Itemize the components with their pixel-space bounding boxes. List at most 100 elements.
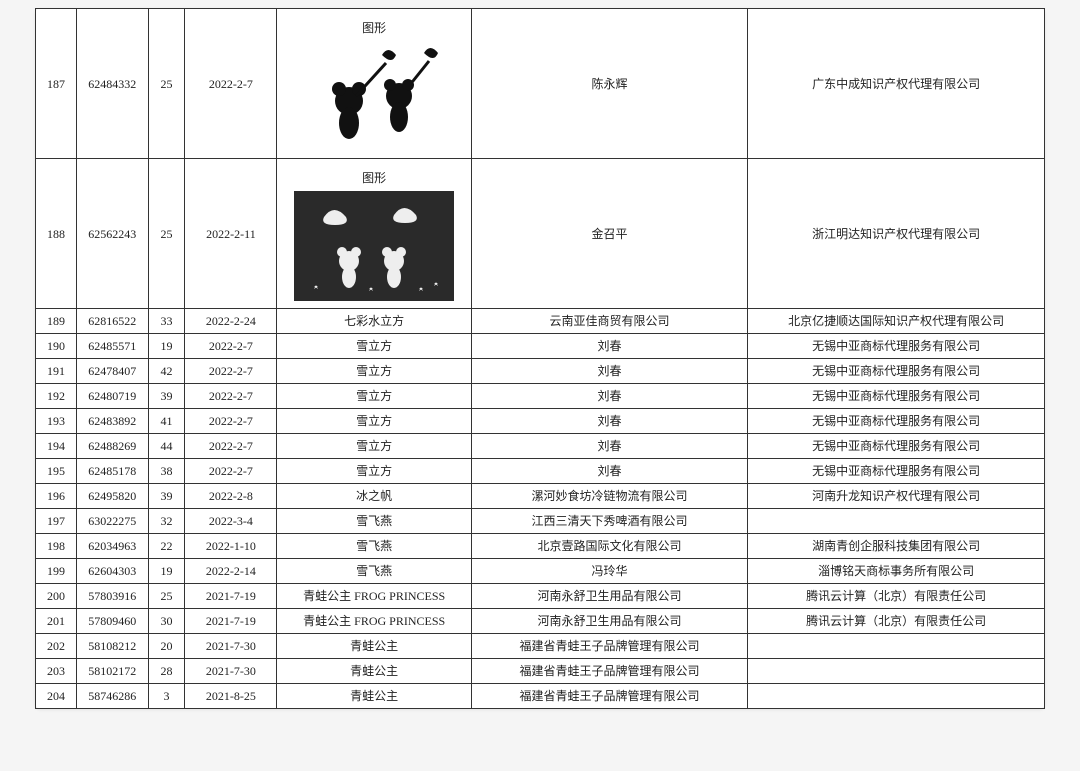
cell-applicant: 河南永舒卫生用品有限公司 — [471, 584, 747, 609]
cell-number: 62485571 — [76, 334, 148, 359]
cell-class: 39 — [148, 384, 185, 409]
cell-index: 194 — [36, 434, 77, 459]
cell-agent: 无锡中亚商标代理服务有限公司 — [748, 359, 1045, 384]
cell-applicant: 刘春 — [471, 409, 747, 434]
table-row: 18962816522332022-2-24七彩水立方云南亚佳商贸有限公司北京亿… — [36, 309, 1045, 334]
cell-agent: 无锡中亚商标代理服务有限公司 — [748, 409, 1045, 434]
cell-agent: 浙江明达知识产权代理有限公司 — [748, 159, 1045, 309]
cell-date: 2022-2-24 — [185, 309, 277, 334]
cell-class: 39 — [148, 484, 185, 509]
cell-number: 62478407 — [76, 359, 148, 384]
cell-index: 188 — [36, 159, 77, 309]
cell-date: 2021-7-19 — [185, 609, 277, 634]
cell-applicant: 金召平 — [471, 159, 747, 309]
cell-class: 41 — [148, 409, 185, 434]
cell-mark: 青蛙公主 — [277, 684, 471, 709]
table-row: 20157809460302021-7-19青蛙公主 FROG PRINCESS… — [36, 609, 1045, 634]
cell-number: 62488269 — [76, 434, 148, 459]
cell-agent — [748, 659, 1045, 684]
cell-agent: 无锡中亚商标代理服务有限公司 — [748, 434, 1045, 459]
table-row: 19662495820392022-2-8冰之帆漯河妙食坊冷链物流有限公司河南升… — [36, 484, 1045, 509]
cell-date: 2022-2-7 — [185, 384, 277, 409]
cell-applicant: 福建省青蛙王子品牌管理有限公司 — [471, 634, 747, 659]
cell-mark: 雪立方 — [277, 434, 471, 459]
cell-number: 62480719 — [76, 384, 148, 409]
table-body: 18762484332252022-2-7图形陈永辉广东中成知识产权代理有限公司… — [36, 9, 1045, 709]
cell-agent: 河南升龙知识产权代理有限公司 — [748, 484, 1045, 509]
cell-applicant: 江西三清天下秀啤酒有限公司 — [471, 509, 747, 534]
mark-image — [294, 191, 454, 301]
cell-date: 2021-8-25 — [185, 684, 277, 709]
cell-number: 62816522 — [76, 309, 148, 334]
cell-agent: 北京亿捷顺达国际知识产权代理有限公司 — [748, 309, 1045, 334]
cell-date: 2022-2-8 — [185, 484, 277, 509]
mark-image-label: 图形 — [281, 169, 466, 187]
table-row: 19763022275322022-3-4雪飞燕江西三清天下秀啤酒有限公司 — [36, 509, 1045, 534]
cell-class: 25 — [148, 9, 185, 159]
cell-mark: 青蛙公主 FROG PRINCESS — [277, 609, 471, 634]
cell-class: 19 — [148, 559, 185, 584]
cell-applicant: 刘春 — [471, 334, 747, 359]
cell-number: 62484332 — [76, 9, 148, 159]
cell-mark: 图形 — [277, 9, 471, 159]
cell-index: 201 — [36, 609, 77, 634]
cell-number: 62483892 — [76, 409, 148, 434]
cell-applicant: 漯河妙食坊冷链物流有限公司 — [471, 484, 747, 509]
cell-date: 2022-2-7 — [185, 434, 277, 459]
cell-date: 2022-2-14 — [185, 559, 277, 584]
cell-class: 32 — [148, 509, 185, 534]
cell-mark: 雪立方 — [277, 384, 471, 409]
cell-class: 28 — [148, 659, 185, 684]
cell-number: 57809460 — [76, 609, 148, 634]
cell-number: 57803916 — [76, 584, 148, 609]
cell-agent: 腾讯云计算（北京）有限责任公司 — [748, 609, 1045, 634]
cell-agent — [748, 509, 1045, 534]
table-row: 19162478407422022-2-7雪立方刘春无锡中亚商标代理服务有限公司 — [36, 359, 1045, 384]
cell-number: 62485178 — [76, 459, 148, 484]
table-row: 18862562243252022-2-11图形金召平浙江明达知识产权代理有限公… — [36, 159, 1045, 309]
cell-applicant: 刘春 — [471, 384, 747, 409]
cell-date: 2021-7-19 — [185, 584, 277, 609]
cell-number: 58746286 — [76, 684, 148, 709]
cell-index: 197 — [36, 509, 77, 534]
cell-mark: 雪飞燕 — [277, 534, 471, 559]
cell-applicant: 刘春 — [471, 434, 747, 459]
table-row: 19562485178382022-2-7雪立方刘春无锡中亚商标代理服务有限公司 — [36, 459, 1045, 484]
trademark-table: 18762484332252022-2-7图形陈永辉广东中成知识产权代理有限公司… — [35, 8, 1045, 709]
cell-applicant: 河南永舒卫生用品有限公司 — [471, 609, 747, 634]
cell-index: 202 — [36, 634, 77, 659]
cell-mark: 青蛙公主 — [277, 634, 471, 659]
cell-class: 3 — [148, 684, 185, 709]
cell-date: 2022-2-7 — [185, 9, 277, 159]
cell-date: 2022-2-7 — [185, 359, 277, 384]
cell-number: 62034963 — [76, 534, 148, 559]
table-row: 2045874628632021-8-25青蛙公主福建省青蛙王子品牌管理有限公司 — [36, 684, 1045, 709]
cell-mark: 七彩水立方 — [277, 309, 471, 334]
table-row: 20358102172282021-7-30青蛙公主福建省青蛙王子品牌管理有限公… — [36, 659, 1045, 684]
table-row: 18762484332252022-2-7图形陈永辉广东中成知识产权代理有限公司 — [36, 9, 1045, 159]
cell-agent — [748, 634, 1045, 659]
cell-mark: 冰之帆 — [277, 484, 471, 509]
cell-index: 189 — [36, 309, 77, 334]
cell-mark: 青蛙公主 FROG PRINCESS — [277, 584, 471, 609]
cell-class: 30 — [148, 609, 185, 634]
cell-index: 196 — [36, 484, 77, 509]
cell-mark: 雪立方 — [277, 359, 471, 384]
cell-class: 38 — [148, 459, 185, 484]
cell-agent: 湖南青创企服科技集团有限公司 — [748, 534, 1045, 559]
cell-applicant: 刘春 — [471, 459, 747, 484]
cell-agent: 淄博铭天商标事务所有限公司 — [748, 559, 1045, 584]
cell-index: 187 — [36, 9, 77, 159]
cell-index: 190 — [36, 334, 77, 359]
cell-applicant: 北京壹路国际文化有限公司 — [471, 534, 747, 559]
table-row: 19062485571192022-2-7雪立方刘春无锡中亚商标代理服务有限公司 — [36, 334, 1045, 359]
cell-date: 2022-1-10 — [185, 534, 277, 559]
cell-agent: 无锡中亚商标代理服务有限公司 — [748, 459, 1045, 484]
table-row: 19462488269442022-2-7雪立方刘春无锡中亚商标代理服务有限公司 — [36, 434, 1045, 459]
cell-index: 193 — [36, 409, 77, 434]
cell-number: 62562243 — [76, 159, 148, 309]
cell-index: 204 — [36, 684, 77, 709]
cell-agent: 无锡中亚商标代理服务有限公司 — [748, 384, 1045, 409]
cell-applicant: 冯玲华 — [471, 559, 747, 584]
table-row: 20057803916252021-7-19青蛙公主 FROG PRINCESS… — [36, 584, 1045, 609]
